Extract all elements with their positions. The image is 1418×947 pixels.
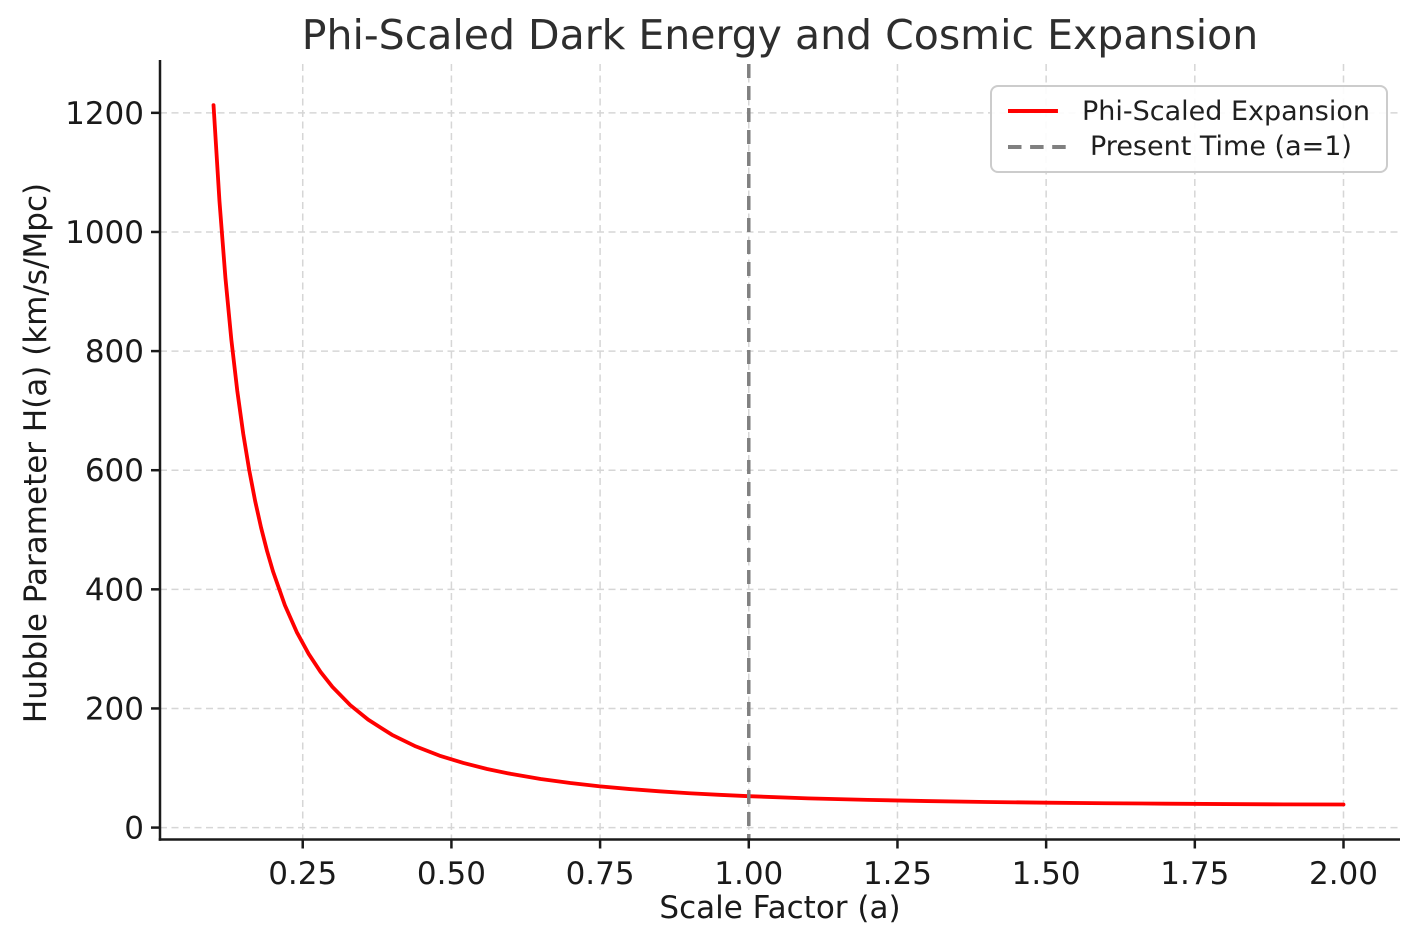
x-tick-label-0.25: 0.25: [268, 856, 337, 892]
x-tick-label-1.75: 1.75: [1160, 856, 1229, 892]
axis-ticks: [151, 111, 1345, 849]
x-tick-label-0.50: 0.50: [417, 856, 486, 892]
y-tick-label-1000: 1000: [65, 215, 144, 251]
legend: Phi-Scaled Expansion Present Time (a=1): [990, 85, 1388, 173]
legend-solid-line-icon: [1008, 109, 1058, 114]
x-tick-label-1.25: 1.25: [863, 856, 932, 892]
y-tick-label-1200: 1200: [65, 96, 144, 132]
x-axis-label: Scale Factor (a): [659, 890, 901, 926]
legend-dashed-line-icon: [1008, 144, 1066, 149]
x-tick-label-2.00: 2.00: [1309, 856, 1378, 892]
y-tick-label-0: 0: [124, 811, 144, 847]
y-tick-label-600: 600: [85, 453, 144, 489]
axis-spines: [158, 60, 1400, 841]
y-tick-label-400: 400: [85, 572, 144, 608]
x-tick-label-1.00: 1.00: [714, 856, 783, 892]
chart-title: Phi-Scaled Dark Energy and Cosmic Expans…: [301, 11, 1259, 59]
y-tick-label-800: 800: [85, 334, 144, 370]
curve-phi-scaled-expansion: [211, 103, 1346, 807]
grid-lines: [160, 64, 1400, 840]
y-tick-label-200: 200: [85, 691, 144, 727]
legend-entry-phi-scaled-expansion: Phi-Scaled Expansion: [1008, 96, 1370, 127]
x-tick-label-0.75: 0.75: [566, 856, 635, 892]
legend-label-phi-scaled-expansion: Phi-Scaled Expansion: [1081, 95, 1370, 127]
legend-entry-present-time: Present Time (a=1): [1008, 131, 1370, 162]
legend-label-present-time: Present Time (a=1): [1090, 131, 1352, 163]
x-tick-label-1.50: 1.50: [1012, 856, 1081, 892]
tick-labels: 0.25 0.50 0.75 1.00 1.25 1.50 1.75 2.00 0 200 400 6…: [65, 96, 1378, 892]
